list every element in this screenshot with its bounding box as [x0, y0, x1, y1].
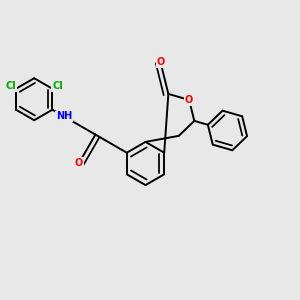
- Text: O: O: [75, 158, 83, 168]
- Text: Cl: Cl: [5, 81, 16, 91]
- Text: NH: NH: [56, 112, 72, 122]
- Text: O: O: [185, 95, 193, 105]
- Text: O: O: [156, 57, 165, 67]
- Text: Cl: Cl: [52, 81, 63, 91]
